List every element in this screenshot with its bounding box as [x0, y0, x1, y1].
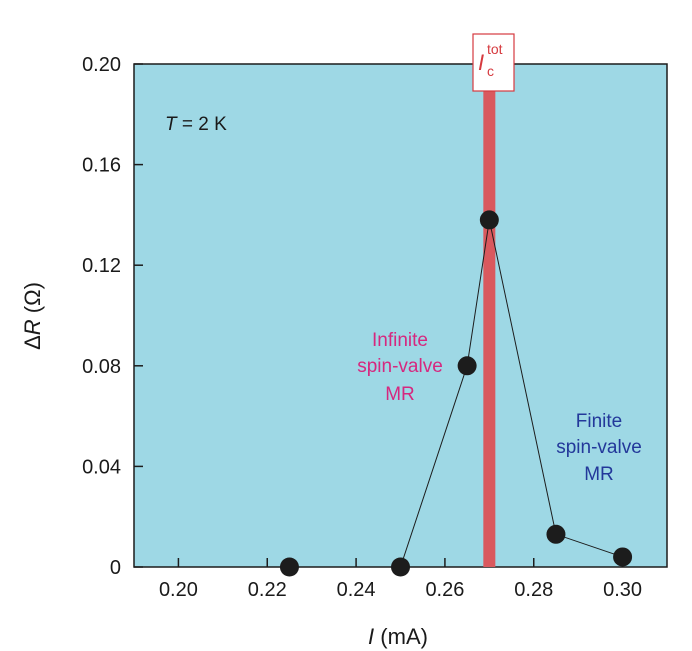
- series-line: [289, 219, 623, 568]
- y-tick-label: 0.04: [82, 456, 121, 478]
- data-point: [279, 557, 299, 577]
- x-tick-label: 0.26: [425, 579, 464, 601]
- finite-line-3: MR: [584, 464, 614, 485]
- finite-line-1: Finite: [576, 411, 622, 432]
- y-tick-label: 0.12: [82, 255, 121, 277]
- x-axis-unit: (mA): [380, 624, 428, 649]
- data-point: [479, 210, 499, 230]
- finite-mr-annotation: Finite spin-valve MR: [556, 411, 642, 485]
- x-axis-var: I: [368, 624, 374, 649]
- plot-area: [133, 63, 668, 568]
- data-point: [457, 356, 477, 376]
- x-tick-label: 0.20: [159, 579, 198, 601]
- infinite-line-3: MR: [385, 384, 415, 405]
- data-point: [613, 547, 633, 567]
- critical-current-label-main: I: [478, 50, 484, 75]
- critical-current-band: [483, 88, 496, 567]
- temperature-value: = 2 K: [177, 114, 227, 135]
- x-tick-label: 0.30: [603, 579, 642, 601]
- infinite-line-1: Infinite: [372, 330, 428, 351]
- y-axis-unit: (Ω): [20, 282, 45, 313]
- y-axis-var: R: [20, 319, 45, 335]
- y-tick-label: 0.20: [82, 54, 121, 76]
- critical-current-bar: [483, 88, 496, 567]
- critical-current-label: I: [478, 50, 484, 75]
- critical-current-label-sub: c: [487, 63, 494, 79]
- y-axis-title: ΔR (Ω): [20, 282, 45, 350]
- y-tick-label: 0.08: [82, 356, 121, 378]
- critical-current-label-box: [472, 33, 515, 92]
- data-point: [546, 524, 566, 544]
- temperature-var: T: [165, 114, 178, 135]
- infinite-line-2: spin-valve: [357, 356, 443, 377]
- infinite-mr-annotation: Infinite spin-valve MR: [357, 330, 443, 405]
- y-tick-label: 0: [110, 557, 121, 579]
- critical-current-label-sup: tot: [487, 41, 503, 57]
- data-points: [279, 210, 633, 577]
- x-tick-label: 0.24: [337, 579, 376, 601]
- temperature-label: T = 2 K: [165, 114, 227, 135]
- axis-tick-labels: 0.20 0.22 0.24 0.26 0.28 0.30 0 0.04 0.08 0.12 0.1…: [82, 54, 642, 601]
- x-tick-label: 0.28: [514, 579, 553, 601]
- data-point: [391, 557, 410, 577]
- finite-line-2: spin-valve: [556, 437, 642, 458]
- x-tick-label: 0.22: [248, 579, 287, 601]
- y-axis-delta: Δ: [20, 335, 45, 350]
- x-axis-title: I (mA): [368, 624, 428, 649]
- y-tick-label: 0.16: [82, 155, 121, 177]
